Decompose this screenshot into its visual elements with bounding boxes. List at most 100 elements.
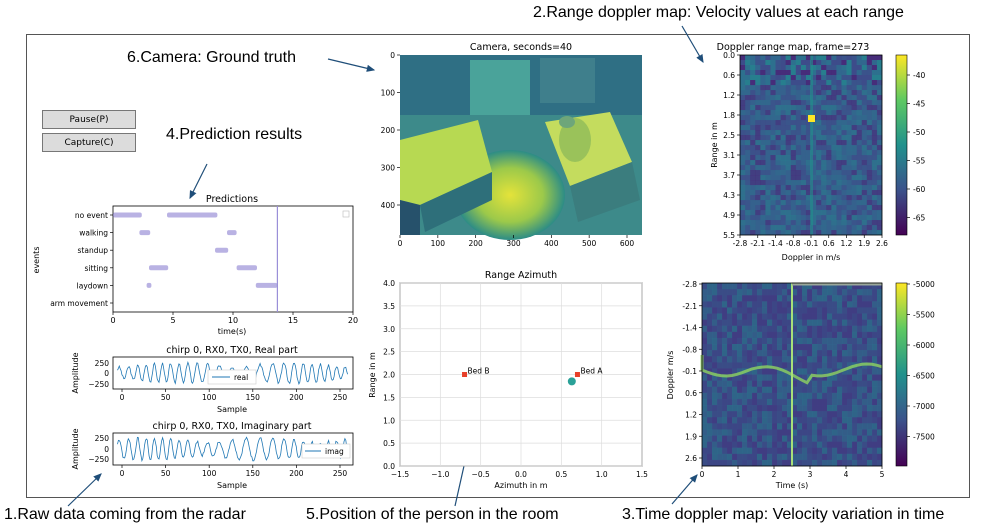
heatmap-cell <box>767 417 773 424</box>
heatmap-cell <box>871 155 878 161</box>
heatmap-cell <box>722 368 728 375</box>
heatmap-cell <box>821 115 827 121</box>
heatmap-cell <box>800 155 807 161</box>
heatmap-cell <box>876 175 883 181</box>
heatmap-cell <box>816 100 822 106</box>
heatmap-cell <box>841 165 847 171</box>
heatmap-cell <box>787 350 793 357</box>
svg-text:250: 250 <box>95 359 110 368</box>
heatmap-cell <box>757 319 763 326</box>
heatmap-cell <box>760 60 766 66</box>
heatmap-cell <box>740 200 746 206</box>
heatmap-cell <box>837 453 843 461</box>
heatmap-cell <box>702 307 708 314</box>
heatmap-cell <box>770 225 776 231</box>
heatmap-cell <box>775 225 781 231</box>
heatmap-cell <box>876 160 883 166</box>
heatmap-cell <box>712 319 718 326</box>
heatmap-cell <box>790 190 797 196</box>
heatmap-cell <box>831 85 837 91</box>
heatmap-cell <box>732 307 738 314</box>
heatmap-cell <box>727 307 733 314</box>
heatmap-cell <box>772 350 778 357</box>
heatmap-cell <box>851 145 857 151</box>
heatmap-cell <box>811 140 817 146</box>
heatmap-cell <box>755 165 761 171</box>
heatmap-cell <box>851 225 857 231</box>
heatmap-cell <box>827 319 833 326</box>
pause-button[interactable]: Pause(P) <box>42 110 136 129</box>
heatmap-cell <box>846 185 852 191</box>
heatmap-cell <box>792 441 798 448</box>
heatmap-cell <box>817 319 823 326</box>
heatmap-cell <box>755 75 761 81</box>
heatmap-cell <box>871 100 878 106</box>
heatmap-cell <box>750 65 756 71</box>
heatmap-cell <box>747 392 753 400</box>
heatmap-cell <box>836 100 842 106</box>
heatmap-cell <box>770 155 776 161</box>
heatmap-cell <box>807 392 813 400</box>
heatmap-cell <box>831 215 837 221</box>
heatmap-cell <box>745 125 751 131</box>
svg-text:−250: −250 <box>88 380 109 389</box>
heatmap-cell <box>712 441 718 448</box>
heatmap-cell <box>837 313 843 320</box>
heatmap-cell <box>841 60 847 66</box>
heatmap-cell <box>841 205 847 211</box>
heatmap-cell <box>772 307 778 314</box>
heatmap-cell <box>837 459 843 467</box>
heatmap-cell <box>755 225 761 231</box>
heatmap-cell <box>877 295 883 302</box>
heatmap-cell <box>775 205 781 211</box>
heatmap-cell <box>811 210 817 216</box>
heatmap-cell <box>740 80 746 86</box>
heatmap-cell <box>802 447 808 455</box>
heatmap-cell <box>755 175 761 181</box>
heatmap-cell <box>780 160 786 166</box>
heatmap-cell <box>722 337 728 345</box>
heatmap-cell <box>760 185 766 191</box>
heatmap-cell <box>712 301 718 308</box>
heatmap-cell <box>872 337 878 345</box>
heatmap-cell <box>765 125 771 131</box>
heatmap-cell <box>861 75 868 81</box>
heatmap-cell <box>767 313 773 320</box>
heatmap-cell <box>851 220 857 226</box>
heatmap-cell <box>872 429 878 436</box>
heatmap-cell <box>750 125 756 131</box>
heatmap-cell <box>812 453 818 461</box>
heatmap-cell <box>866 75 873 81</box>
heatmap-cell <box>831 100 837 106</box>
heatmap-cell <box>702 337 708 345</box>
heatmap-cell <box>755 70 761 76</box>
heatmap-cell <box>755 60 761 66</box>
heatmap-cell <box>836 220 842 226</box>
heatmap-cell <box>727 392 733 400</box>
heatmap-cell <box>732 398 738 406</box>
heatmap-cell <box>821 215 827 221</box>
heatmap-cell <box>842 459 848 467</box>
heatmap-cell <box>847 319 853 326</box>
heatmap-cell <box>772 344 778 351</box>
heatmap-cell <box>862 405 868 412</box>
heatmap-cell <box>732 386 738 394</box>
heatmap-cell <box>745 165 751 171</box>
heatmap-cell <box>785 170 792 176</box>
heatmap-cell <box>816 200 822 206</box>
heatmap-cell <box>832 374 838 381</box>
heatmap-cell <box>821 75 827 81</box>
heatmap-cell <box>871 200 878 206</box>
heatmap-cell <box>857 356 863 363</box>
heatmap-cell <box>847 380 853 387</box>
heatmap-cell <box>841 150 847 156</box>
heatmap-cell <box>797 289 803 296</box>
heatmap-cell <box>817 307 823 314</box>
heatmap-cell <box>846 170 852 176</box>
heatmap-cell <box>800 215 807 221</box>
heatmap-cell <box>727 325 733 333</box>
heatmap-cell <box>807 289 813 296</box>
heatmap-cell <box>792 283 798 290</box>
capture-button[interactable]: Capture(C) <box>42 133 136 152</box>
heatmap-cell <box>792 429 798 436</box>
